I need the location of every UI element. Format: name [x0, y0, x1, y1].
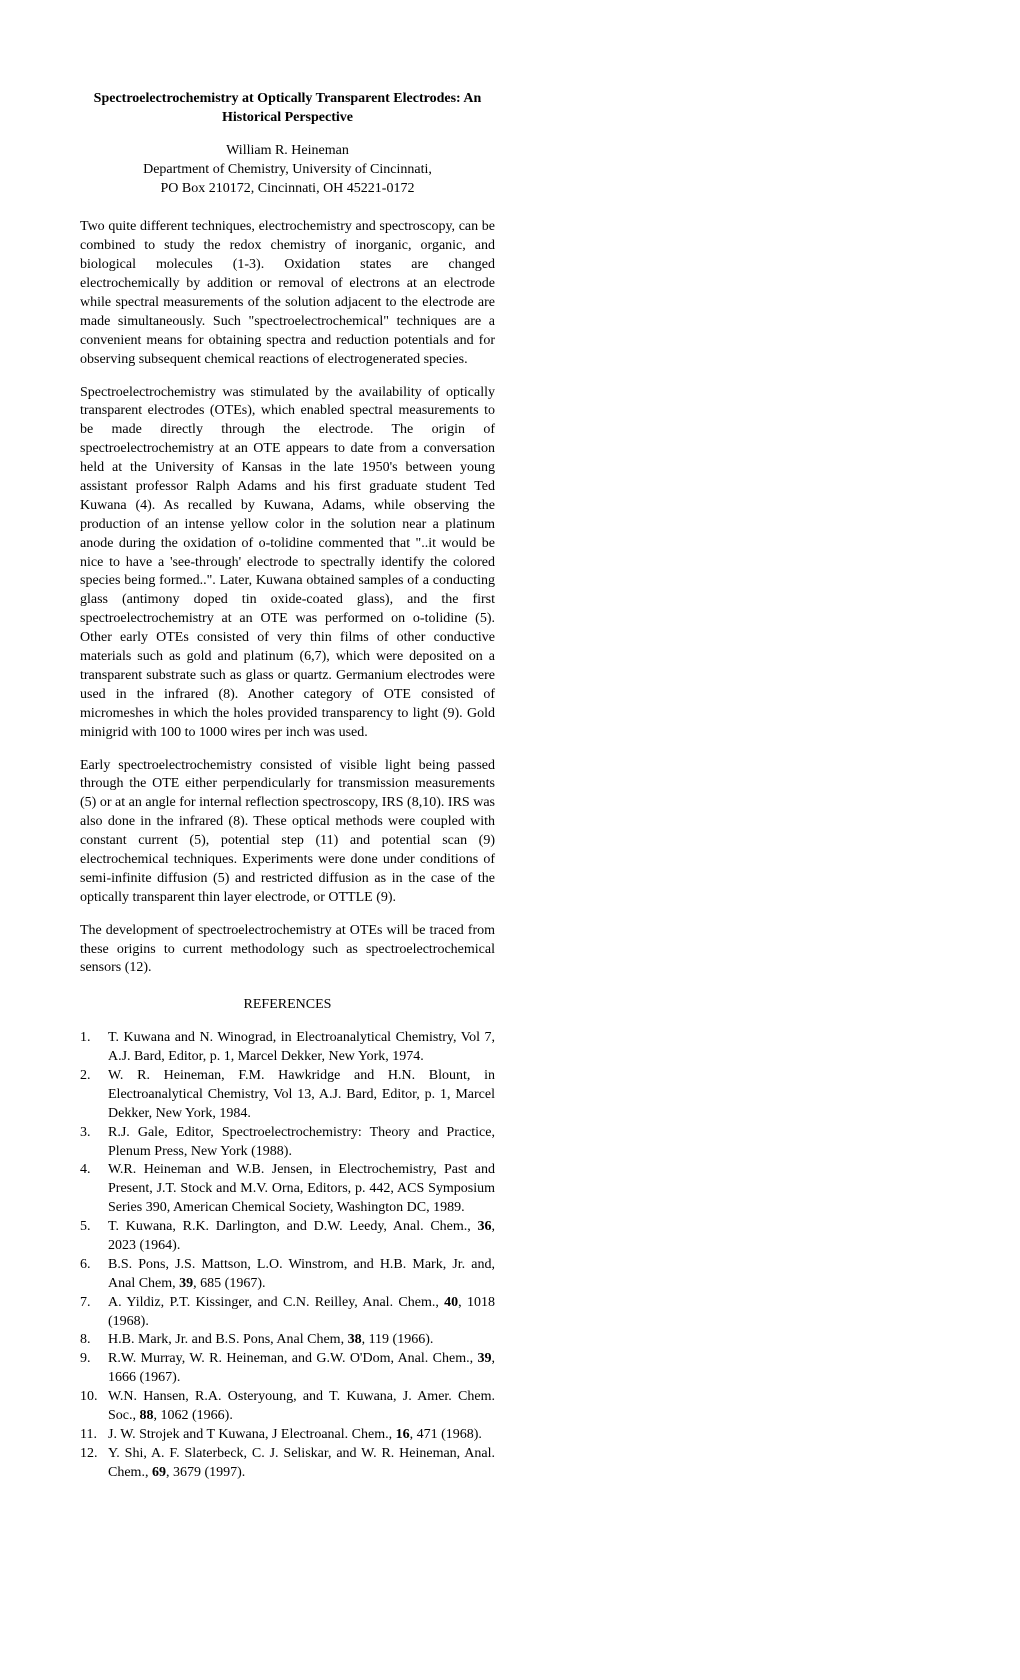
- paper-title: Spectroelectrochemistry at Optically Tra…: [80, 90, 495, 128]
- reference-text: R.W. Murray, W. R. Heineman, and G.W. O'…: [108, 1350, 495, 1388]
- reference-text: Y. Shi, A. F. Slaterbeck, C. J. Seliskar…: [108, 1445, 495, 1483]
- reference-text: B.S. Pons, J.S. Mattson, L.O. Winstrom, …: [108, 1256, 495, 1294]
- affiliation-line-2: PO Box 210172, Cincinnati, OH 45221-0172: [161, 181, 415, 196]
- paragraph-2: Spectroelectrochemistry was stimulated b…: [80, 384, 495, 743]
- reference-item: 10. W.N. Hansen, R.A. Osteryoung, and T.…: [80, 1388, 495, 1426]
- reference-number: 7.: [80, 1294, 108, 1332]
- reference-item: 3. R.J. Gale, Editor, Spectroelectrochem…: [80, 1124, 495, 1162]
- reference-text: T. Kuwana and N. Winograd, in Electroana…: [108, 1029, 495, 1067]
- paragraph-3: Early spectroelectrochemistry consisted …: [80, 757, 495, 908]
- reference-item: 7. A. Yildiz, P.T. Kissinger, and C.N. R…: [80, 1294, 495, 1332]
- reference-text: H.B. Mark, Jr. and B.S. Pons, Anal Chem,…: [108, 1331, 495, 1350]
- reference-number: 8.: [80, 1331, 108, 1350]
- reference-text: A. Yildiz, P.T. Kissinger, and C.N. Reil…: [108, 1294, 495, 1332]
- references-heading: REFERENCES: [80, 996, 495, 1015]
- reference-number: 4.: [80, 1161, 108, 1218]
- reference-item: 2. W. R. Heineman, F.M. Hawkridge and H.…: [80, 1067, 495, 1124]
- reference-item: 1. T. Kuwana and N. Winograd, in Electro…: [80, 1029, 495, 1067]
- reference-number: 2.: [80, 1067, 108, 1124]
- reference-item: 6. B.S. Pons, J.S. Mattson, L.O. Winstro…: [80, 1256, 495, 1294]
- reference-item: 12. Y. Shi, A. F. Slaterbeck, C. J. Seli…: [80, 1445, 495, 1483]
- reference-text: R.J. Gale, Editor, Spectroelectrochemist…: [108, 1124, 495, 1162]
- reference-number: 10.: [80, 1388, 108, 1426]
- affiliation-line-1: Department of Chemistry, University of C…: [143, 162, 432, 177]
- references-list: 1. T. Kuwana and N. Winograd, in Electro…: [80, 1029, 495, 1482]
- reference-item: 5. T. Kuwana, R.K. Darlington, and D.W. …: [80, 1218, 495, 1256]
- reference-text: T. Kuwana, R.K. Darlington, and D.W. Lee…: [108, 1218, 495, 1256]
- reference-number: 9.: [80, 1350, 108, 1388]
- reference-item: 9. R.W. Murray, W. R. Heineman, and G.W.…: [80, 1350, 495, 1388]
- reference-text: W. R. Heineman, F.M. Hawkridge and H.N. …: [108, 1067, 495, 1124]
- reference-number: 3.: [80, 1124, 108, 1162]
- paragraph-4: The development of spectroelectrochemist…: [80, 922, 495, 979]
- reference-number: 6.: [80, 1256, 108, 1294]
- paragraph-1: Two quite different techniques, electroc…: [80, 218, 495, 369]
- reference-item: 8. H.B. Mark, Jr. and B.S. Pons, Anal Ch…: [80, 1331, 495, 1350]
- paper-columns: Spectroelectrochemistry at Optically Tra…: [80, 90, 940, 1600]
- reference-item: 4. W.R. Heineman and W.B. Jensen, in Ele…: [80, 1161, 495, 1218]
- reference-number: 5.: [80, 1218, 108, 1256]
- author-name: William R. Heineman: [80, 142, 495, 161]
- reference-text: W.R. Heineman and W.B. Jensen, in Electr…: [108, 1161, 495, 1218]
- reference-text: J. W. Strojek and T Kuwana, J Electroana…: [108, 1426, 495, 1445]
- reference-number: 1.: [80, 1029, 108, 1067]
- reference-number: 12.: [80, 1445, 108, 1483]
- affiliation: Department of Chemistry, University of C…: [80, 161, 495, 199]
- reference-number: 11.: [80, 1426, 108, 1445]
- reference-item: 11. J. W. Strojek and T Kuwana, J Electr…: [80, 1426, 495, 1445]
- reference-text: W.N. Hansen, R.A. Osteryoung, and T. Kuw…: [108, 1388, 495, 1426]
